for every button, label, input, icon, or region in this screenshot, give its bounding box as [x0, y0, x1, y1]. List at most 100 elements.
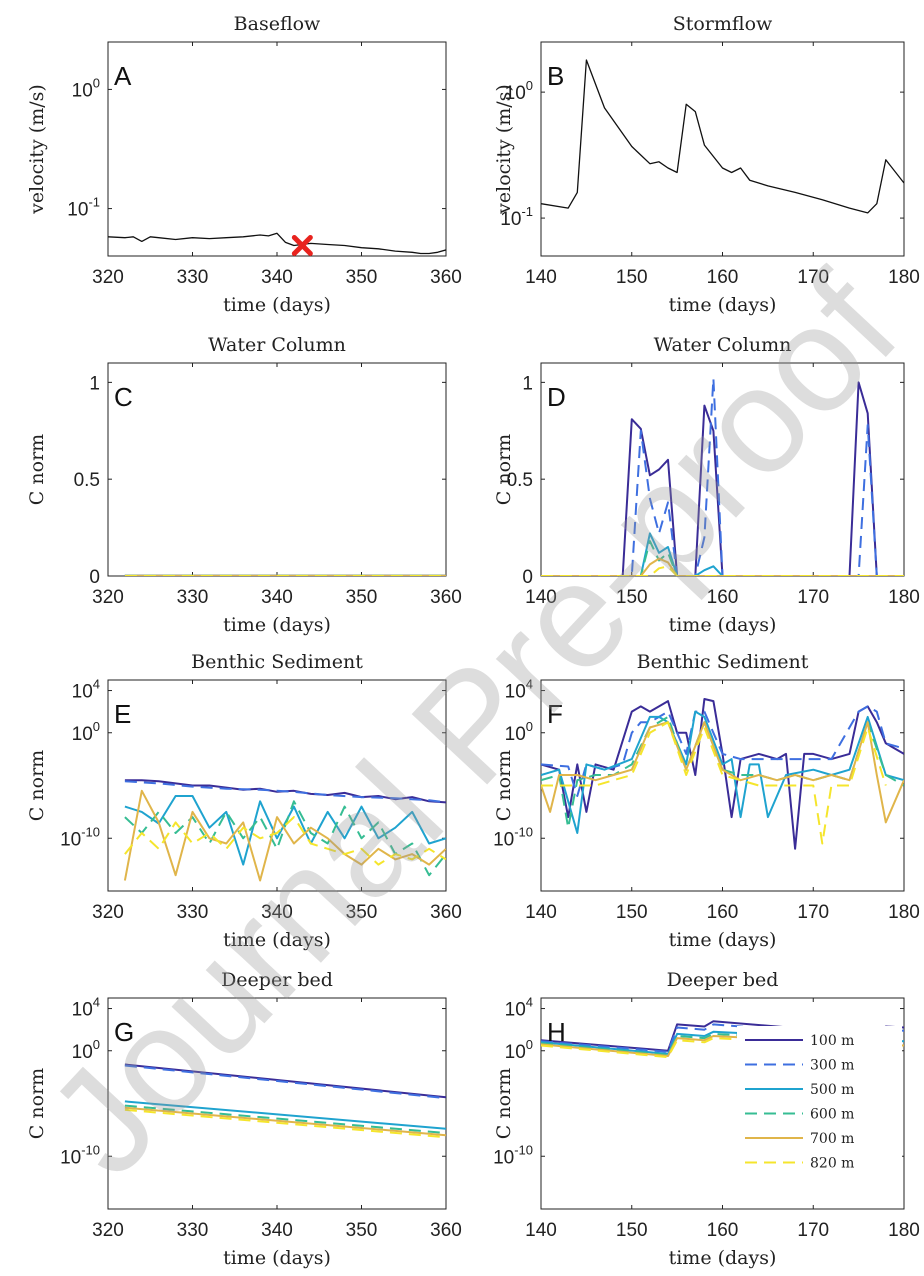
y-tick-label: 100	[72, 719, 100, 745]
x-tick-label: 170	[797, 1220, 829, 1241]
tick-base: 10	[505, 1000, 526, 1021]
x-tick-label: 350	[346, 902, 378, 923]
series-group	[541, 698, 904, 850]
panel-c: Water Column 320 330 340 350 360 0 0.5 1 time (da…	[26, 334, 462, 636]
series-group	[541, 59, 904, 214]
x-tick-label: 180	[888, 587, 920, 608]
panel-letter: C	[114, 382, 133, 412]
y-axis-label: C norm	[493, 1068, 515, 1139]
x-axis-label: time (days)	[669, 614, 777, 636]
tick-exponent: -10	[514, 824, 533, 839]
series-line-700m	[123, 789, 446, 882]
tick-base: 10	[72, 724, 93, 745]
series-line-700m	[124, 1106, 446, 1137]
x-tick-label: 360	[430, 902, 462, 923]
panel-letter: G	[114, 1017, 134, 1047]
y-tick-label: 100	[505, 1037, 533, 1063]
legend-label: 500 m	[810, 1082, 854, 1098]
tick-exponent: 0	[93, 719, 100, 734]
tick-base: 10	[505, 724, 526, 745]
panel-letter: A	[114, 61, 132, 91]
x-tick-label: 360	[430, 1220, 462, 1241]
y-tick-label: 0	[89, 567, 100, 588]
plot-frame	[107, 362, 447, 577]
x-tick-label: 170	[797, 267, 829, 288]
tick-exponent: -10	[514, 1142, 533, 1157]
panel-title: Stormflow	[673, 13, 773, 35]
legend-label: 820 m	[810, 1156, 854, 1172]
y-tick-label: 104	[72, 677, 100, 703]
y-tick-label: 100	[505, 78, 533, 104]
x-tick-label: 320	[92, 267, 124, 288]
legend-label: 600 m	[810, 1107, 854, 1123]
x-tick-label: 360	[430, 587, 462, 608]
tick-exponent: 0	[526, 78, 533, 93]
series-line-500m	[541, 532, 904, 576]
tick-base: 10	[60, 1147, 81, 1168]
y-axis-label: C norm	[26, 434, 48, 505]
x-tick-label: 160	[707, 267, 739, 288]
x-tick-label: 170	[797, 587, 829, 608]
plot-frame	[540, 362, 905, 577]
x-tick-label: 320	[92, 902, 124, 923]
panel-letter: E	[114, 699, 131, 729]
x-tick-label: 160	[707, 1220, 739, 1241]
x-axis-label: time (days)	[223, 614, 331, 636]
y-tick-label: 100	[72, 1037, 100, 1063]
tick-exponent: -1	[521, 204, 533, 219]
y-tick-label: 10-1	[500, 204, 533, 230]
plot-frame	[107, 41, 447, 257]
panel-letter: F	[547, 699, 563, 729]
y-axis-label: velocity (m/s)	[493, 84, 515, 215]
x-tick-label: 150	[616, 587, 648, 608]
x-tick-label: 330	[177, 267, 209, 288]
x-axis-label: time (days)	[223, 929, 331, 951]
plot-frame	[540, 41, 905, 257]
series-line-820m	[541, 565, 904, 576]
y-tick-label: 10-10	[493, 824, 533, 850]
tick-exponent: 0	[526, 1037, 533, 1052]
legend-label: 300 m	[810, 1058, 854, 1074]
x-tick-label: 330	[177, 587, 209, 608]
y-tick-label: 104	[505, 995, 533, 1021]
y-tick-label: 10-1	[67, 195, 100, 221]
series-group	[123, 779, 446, 882]
legend: 100 m 300 m 500 m 600 m 700 m 820 m	[737, 1026, 902, 1179]
y-axis-label: velocity (m/s)	[26, 84, 48, 215]
x-tick-label: 350	[346, 587, 378, 608]
tick-exponent: -10	[81, 824, 100, 839]
y-tick-label: 100	[505, 719, 533, 745]
panel-title: Baseflow	[234, 13, 321, 35]
x-axis-label: time (days)	[223, 294, 331, 316]
tick-exponent: -1	[88, 195, 100, 210]
series-line-100m	[541, 698, 904, 850]
x-tick-label: 140	[525, 267, 557, 288]
series-group	[108, 232, 446, 255]
tick-exponent: -10	[81, 1142, 100, 1157]
x-tick-label: 160	[707, 587, 739, 608]
y-tick-label: 0.5	[74, 470, 100, 491]
x-axis-label: time (days)	[223, 1247, 331, 1269]
y-axis-label: C norm	[26, 1068, 48, 1139]
series-line-1	[108, 232, 446, 255]
tick-exponent: 0	[93, 75, 100, 90]
panel-d: Water Column 140 150 160 170 180 0 0.5 1 time (da…	[493, 334, 920, 636]
x-tick-label: 140	[525, 587, 557, 608]
panel-title: Water Column	[654, 334, 792, 356]
x-tick-label: 350	[346, 267, 378, 288]
y-tick-label: 10-10	[493, 1142, 533, 1168]
x-tick-label: 340	[261, 587, 293, 608]
tick-exponent: 4	[526, 995, 533, 1010]
x-tick-label: 360	[430, 267, 462, 288]
tick-base: 10	[505, 682, 526, 703]
panel-title: Benthic Sediment	[191, 651, 363, 673]
tick-exponent: 4	[93, 677, 100, 692]
tick-base: 10	[493, 829, 514, 850]
panel-letter: B	[547, 61, 564, 91]
tick-base: 10	[500, 209, 521, 230]
y-tick-label: 104	[72, 995, 100, 1021]
y-axis-label: C norm	[26, 750, 48, 821]
series-line-1	[541, 59, 904, 214]
